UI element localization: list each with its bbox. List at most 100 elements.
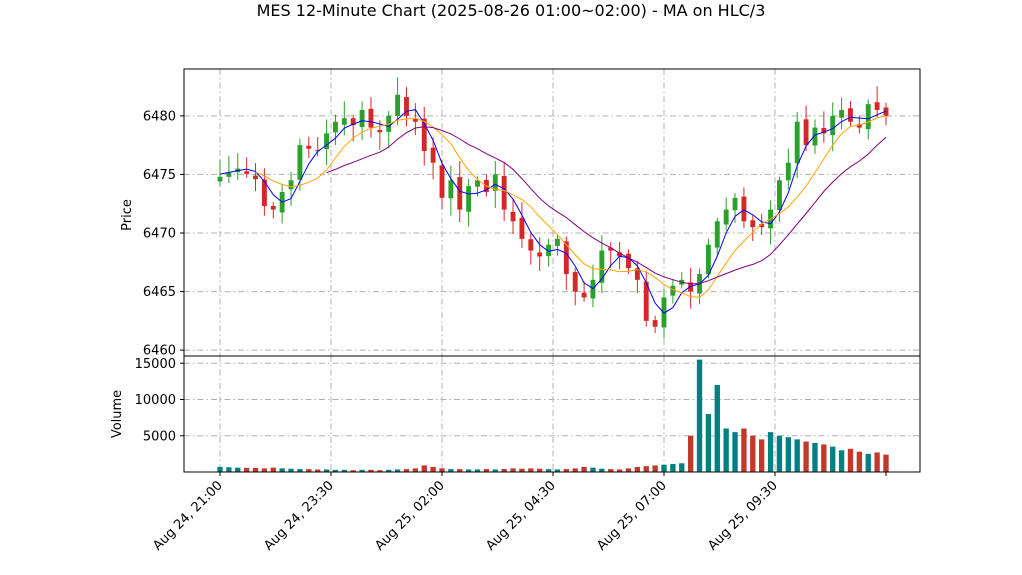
price-moving-averages: [219, 109, 887, 314]
candle-body: [599, 250, 605, 283]
price-axis-label: Price: [120, 199, 135, 231]
candle-body: [510, 211, 516, 222]
candle-body: [439, 165, 445, 198]
candle-body: [617, 252, 623, 257]
volume-tick-label: 5000: [143, 429, 176, 444]
x-tick-label: Aug 25, 09:30: [705, 478, 781, 554]
candle-body: [803, 119, 809, 146]
candle-body: [688, 282, 694, 292]
volume-bar: [226, 467, 232, 472]
price-tick-label: 6475: [143, 168, 176, 183]
volume-bar: [510, 468, 516, 472]
volume-bar: [341, 469, 347, 472]
volume-bar: [430, 466, 436, 472]
volume-bar: [492, 469, 498, 472]
volume-bar: [643, 466, 649, 472]
candle-body: [475, 180, 480, 187]
volume-bar: [572, 468, 578, 472]
candle-body: [705, 244, 711, 275]
chart-title: MES 12-Minute Chart (2025-08-26 01:00~02…: [257, 1, 766, 20]
volume-bar: [590, 467, 596, 472]
volume-bar: [838, 450, 845, 472]
volume-bar: [474, 469, 481, 472]
candle-body: [661, 297, 667, 328]
volume-tick-label: 15000: [135, 357, 176, 372]
volume-bar: [439, 468, 445, 472]
volume-bar: [217, 466, 223, 472]
volume-bar: [332, 469, 339, 472]
price-tick-label: 6465: [143, 285, 176, 300]
candle-body: [590, 279, 596, 299]
volume-bar: [537, 468, 543, 472]
candle-body: [324, 133, 330, 150]
candle-body: [546, 244, 552, 257]
price-tick-label: 6470: [143, 227, 176, 242]
volume-bar: [767, 432, 774, 472]
candle-body: [830, 115, 836, 136]
volume-bar: [874, 452, 880, 472]
candle-body: [350, 118, 356, 126]
ma-slow-line: [326, 126, 887, 285]
volume-bar: [679, 463, 685, 472]
volume-bar: [368, 469, 374, 472]
candle-body: [288, 180, 294, 190]
candle-body: [457, 177, 463, 210]
candle-body: [608, 247, 614, 251]
candle-body: [501, 175, 507, 210]
volume-tick-label: 10000: [135, 393, 176, 408]
volume-bar: [652, 465, 658, 472]
candle-body: [714, 221, 720, 248]
candle-body: [377, 129, 383, 133]
volume-bar: [705, 414, 712, 472]
price-grid: [184, 69, 920, 356]
candle-body: [634, 268, 640, 280]
candle-body: [297, 145, 303, 180]
candle-body: [359, 110, 365, 128]
candle-body: [368, 108, 374, 128]
volume-bar: [661, 464, 667, 472]
volume-bars: [217, 359, 889, 472]
ma-mid-line: [255, 115, 887, 298]
volume-bar: [270, 467, 276, 472]
volume-bar: [323, 469, 330, 472]
volume-bar: [252, 468, 259, 472]
candle-body: [395, 94, 401, 116]
price-tick-label: 6460: [143, 344, 176, 359]
candle-body: [652, 320, 658, 327]
candle-body: [750, 220, 756, 228]
price-panel-frame: [183, 68, 921, 357]
x-axis-ticks: Aug 24, 21:00 Aug 24, 23:30 Aug 25, 02:00 A…: [150, 472, 887, 554]
candle-body: [332, 121, 338, 133]
candle-body: [563, 241, 569, 274]
volume-bar: [457, 469, 463, 472]
candle-body: [492, 174, 498, 191]
candle-body: [732, 197, 738, 211]
candle-body: [430, 147, 436, 163]
candle-body: [670, 285, 676, 296]
volume-bar: [830, 446, 836, 472]
volume-bar: [235, 467, 241, 472]
volume-bar: [616, 469, 623, 472]
volume-bar: [483, 469, 490, 472]
candle-body: [537, 252, 543, 257]
volume-bar: [519, 468, 525, 472]
candle-body: [741, 196, 747, 222]
candle-body: [785, 162, 791, 181]
volume-bar: [288, 468, 294, 472]
volume-bar: [545, 469, 552, 472]
candle-body: [519, 217, 525, 239]
candle-body: [874, 102, 880, 110]
volume-bar: [723, 428, 729, 472]
volume-bar: [403, 469, 410, 472]
ma-fast-line: [219, 109, 887, 314]
candle-body: [253, 175, 258, 180]
candle-body: [261, 179, 267, 207]
candle-body: [865, 104, 871, 130]
x-tick-label: Aug 25, 04:30: [483, 478, 559, 554]
volume-bar: [448, 469, 454, 472]
candle-body: [554, 238, 560, 246]
x-tick-label: Aug 25, 07:00: [594, 478, 670, 554]
candle-body: [270, 206, 276, 210]
volume-bar: [359, 469, 365, 472]
